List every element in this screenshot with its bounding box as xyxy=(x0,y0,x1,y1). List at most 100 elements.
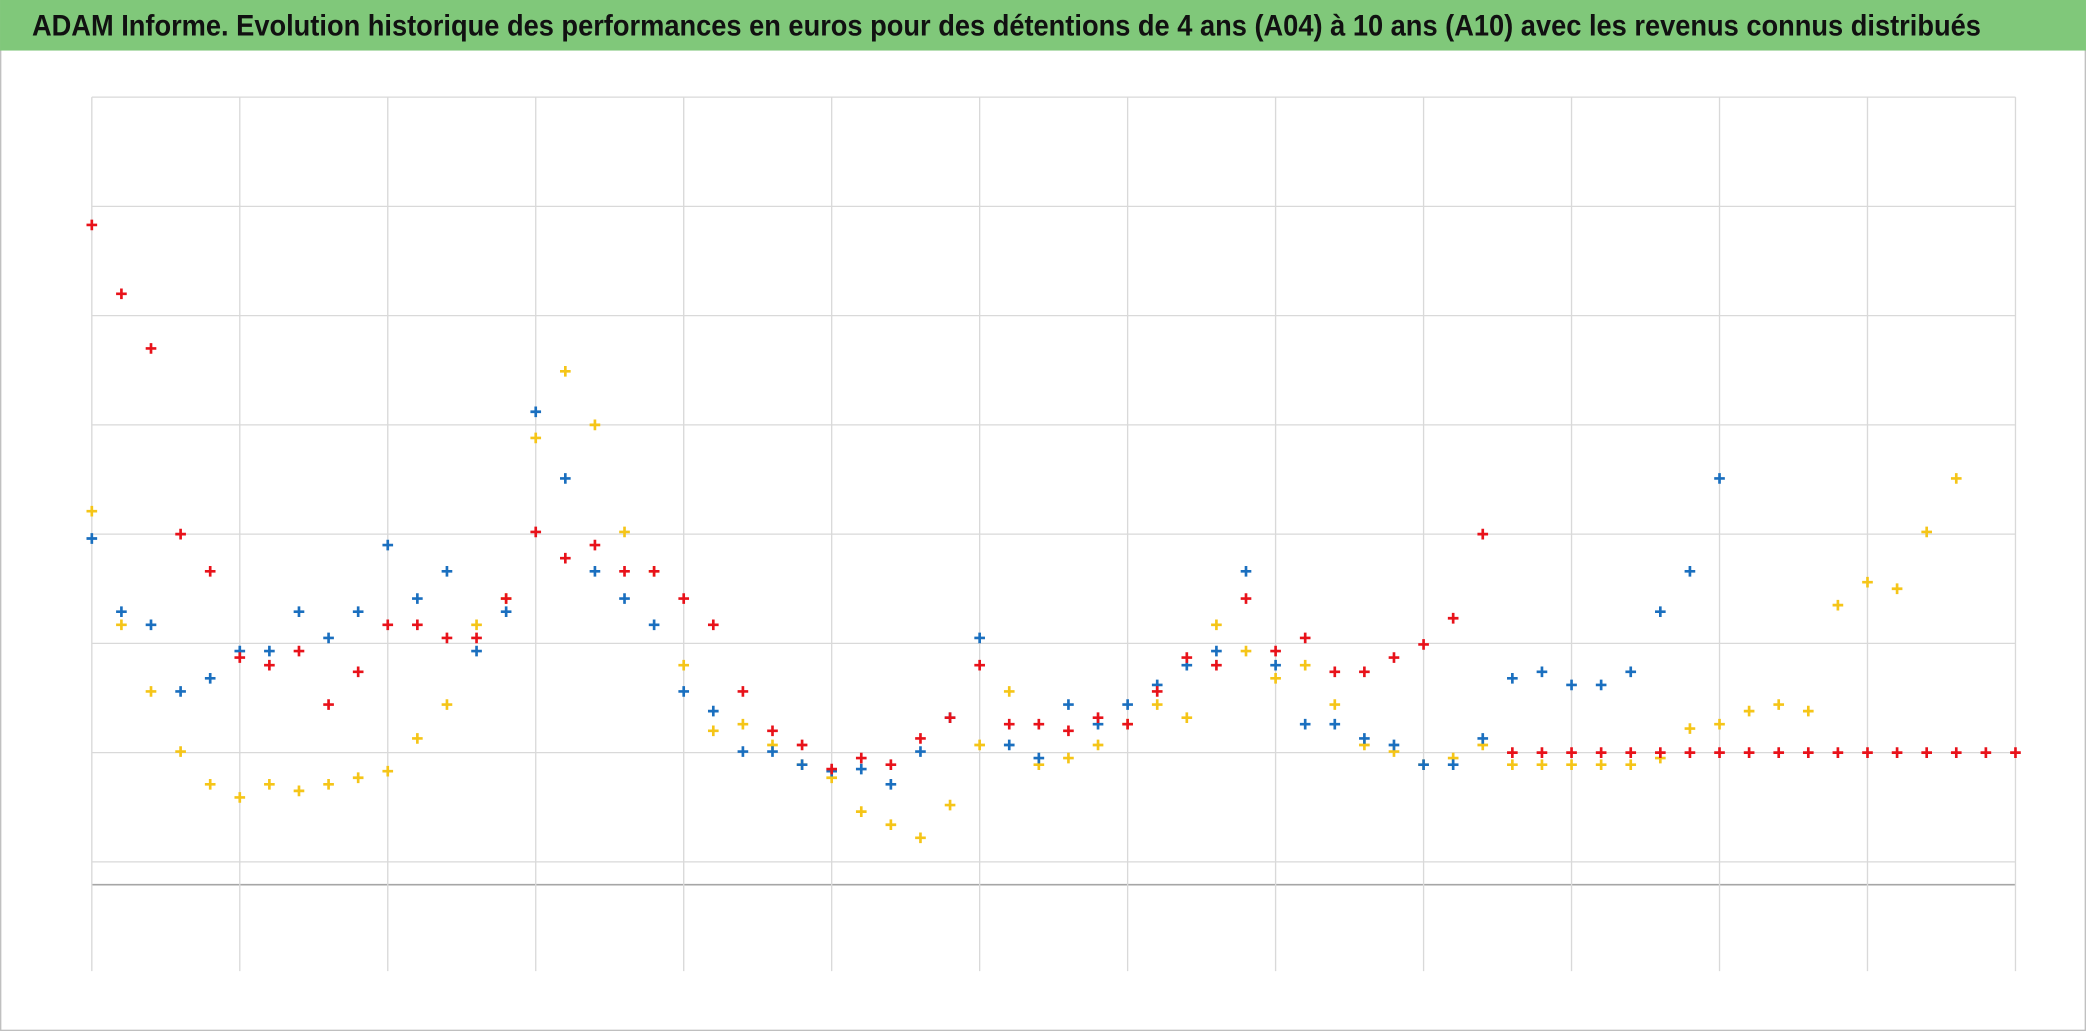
data-point xyxy=(1832,747,1844,758)
data-point xyxy=(1151,686,1163,697)
data-point xyxy=(1151,699,1163,710)
data-point xyxy=(323,632,334,644)
data-point xyxy=(707,725,719,737)
data-point xyxy=(1950,747,1962,758)
title-bar xyxy=(0,0,2086,51)
data-point xyxy=(116,606,127,618)
data-point xyxy=(1388,652,1400,663)
data-point xyxy=(471,645,482,657)
data-point xyxy=(1240,593,1252,604)
data-point xyxy=(1299,632,1311,644)
data-point xyxy=(1447,612,1459,624)
data-point xyxy=(1773,747,1785,758)
data-point xyxy=(1714,473,1725,484)
data-point xyxy=(1891,747,1903,758)
data-point xyxy=(1270,659,1281,671)
data-point xyxy=(944,712,956,723)
data-point xyxy=(382,539,394,551)
data-point xyxy=(116,619,127,631)
data-point xyxy=(1063,752,1074,764)
data-point xyxy=(944,799,956,811)
data-point xyxy=(264,659,275,671)
data-point xyxy=(589,565,601,577)
data-point xyxy=(619,526,630,538)
data-point xyxy=(204,565,216,577)
data-point xyxy=(1655,606,1666,618)
data-point xyxy=(204,673,216,684)
data-point xyxy=(412,733,423,744)
data-point xyxy=(1566,747,1577,758)
data-point xyxy=(441,632,453,644)
data-point xyxy=(1684,747,1696,758)
data-point xyxy=(855,806,867,817)
data-point xyxy=(1507,759,1518,770)
data-point xyxy=(471,632,482,644)
data-point xyxy=(1329,718,1341,730)
data-point xyxy=(678,686,690,697)
data-point xyxy=(1950,473,1962,484)
data-point xyxy=(382,765,394,777)
data-point xyxy=(1122,718,1133,730)
data-point xyxy=(619,593,630,604)
data-point xyxy=(855,763,867,775)
data-point xyxy=(1181,712,1193,723)
data-point xyxy=(1122,699,1133,710)
data-point xyxy=(1240,645,1252,657)
data-point xyxy=(915,746,926,757)
data-point xyxy=(678,593,690,604)
data-point xyxy=(1388,739,1400,751)
data-point xyxy=(560,552,571,564)
chart-title: ADAM Informe. Evolution historique des p… xyxy=(32,11,1981,43)
data-point xyxy=(1329,699,1341,710)
data-point xyxy=(1595,679,1607,691)
data-point xyxy=(1092,712,1104,723)
data-point xyxy=(589,539,601,551)
data-point xyxy=(1003,686,1015,697)
data-point xyxy=(1921,747,1933,758)
data-point xyxy=(1536,759,1548,770)
data-point xyxy=(885,759,897,770)
data-point xyxy=(560,473,571,484)
data-point xyxy=(767,725,778,737)
data-point xyxy=(1477,528,1489,540)
data-point xyxy=(885,778,897,790)
data-point xyxy=(1595,747,1607,758)
data-point xyxy=(175,746,186,757)
plot-area xyxy=(86,219,2021,844)
data-point xyxy=(234,652,246,663)
data-point xyxy=(915,832,926,844)
data-point xyxy=(1773,699,1785,710)
data-point xyxy=(707,705,719,717)
data-point xyxy=(1418,759,1429,770)
data-point xyxy=(915,733,926,744)
data-point xyxy=(234,792,246,803)
data-point xyxy=(1003,739,1015,751)
data-point xyxy=(441,699,453,710)
data-point xyxy=(767,746,778,757)
data-point xyxy=(855,752,867,764)
data-point xyxy=(412,619,423,631)
data-point xyxy=(1536,747,1548,758)
data-point xyxy=(796,739,808,751)
data-point xyxy=(1092,739,1104,751)
data-point xyxy=(1862,576,1873,588)
data-point xyxy=(974,739,985,751)
data-point xyxy=(826,763,838,775)
data-point xyxy=(382,619,394,631)
data-point xyxy=(974,659,985,671)
data-point xyxy=(1211,619,1222,631)
data-point xyxy=(293,606,305,618)
data-point xyxy=(1359,666,1370,678)
data-point xyxy=(500,606,512,618)
data-point xyxy=(1625,759,1637,770)
data-point xyxy=(264,778,275,790)
data-point xyxy=(1003,718,1015,730)
data-point xyxy=(293,785,305,797)
data-point xyxy=(1033,718,1045,730)
data-point xyxy=(175,528,186,540)
data-point xyxy=(1329,666,1341,678)
data-point xyxy=(1033,752,1045,764)
